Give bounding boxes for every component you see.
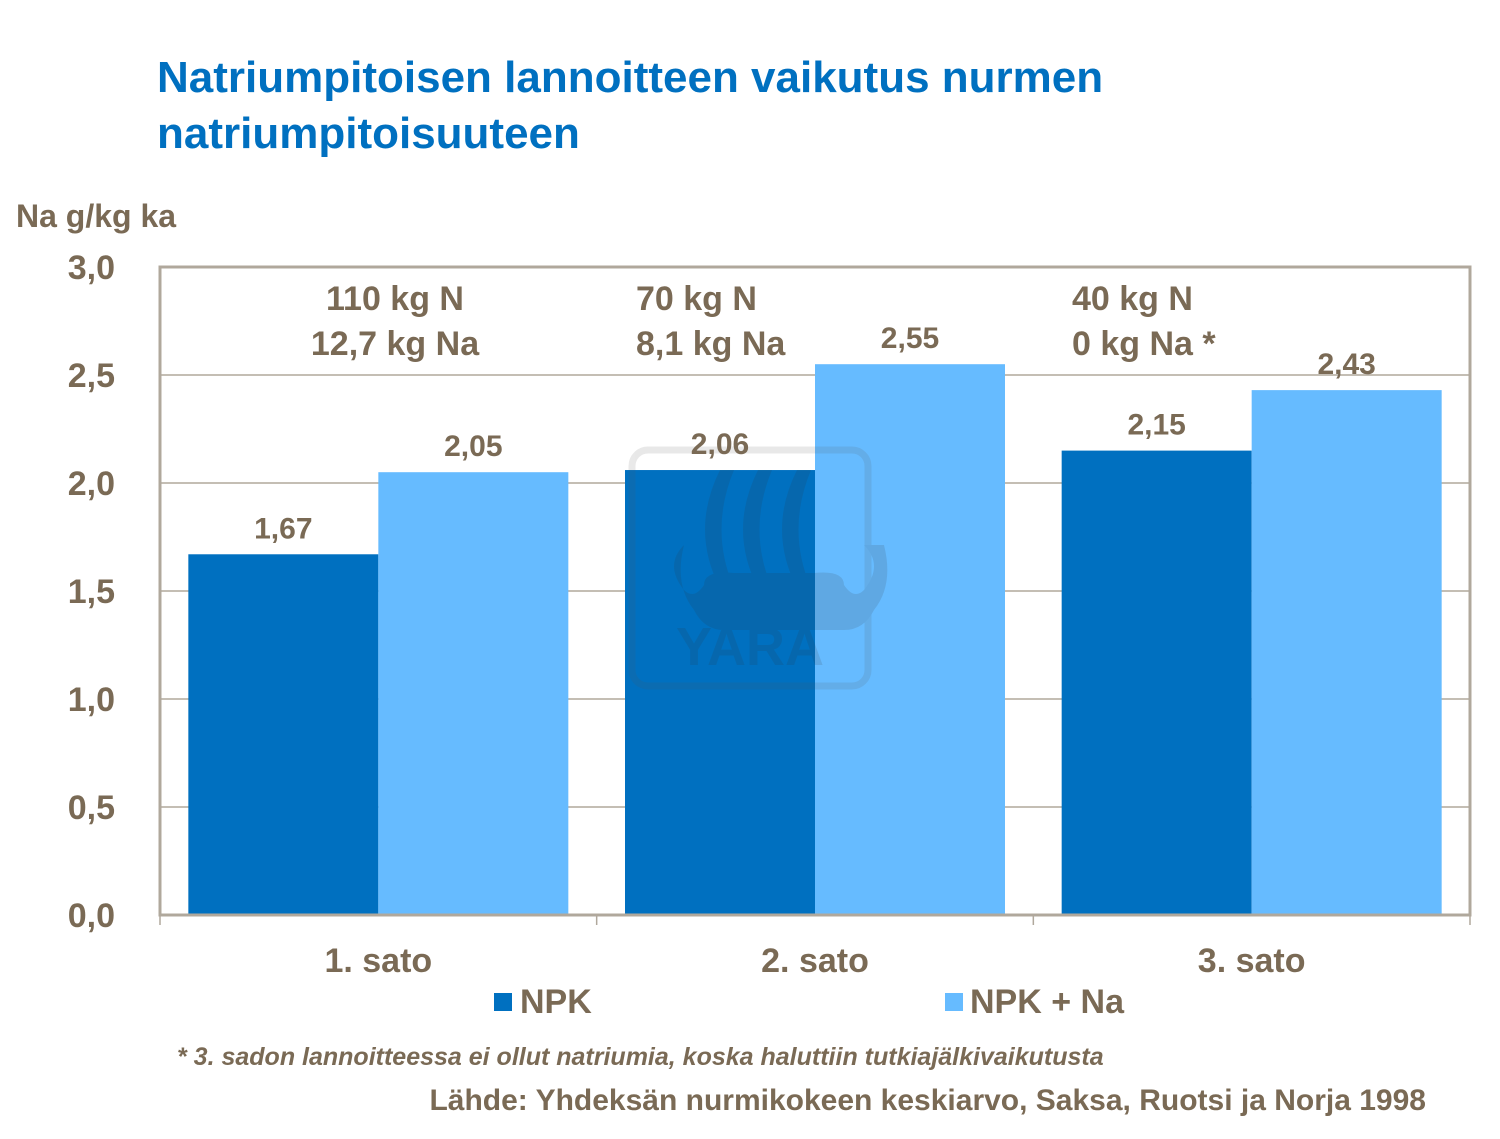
- bar-npk: [1061, 450, 1252, 915]
- x-axis: 1. sato 2. sato 3. sato: [159, 915, 1471, 980]
- y-tick-label: 0,0: [68, 897, 115, 935]
- watermark-text: YARA: [676, 617, 824, 677]
- annotation-text: 70 kg N: [636, 280, 757, 318]
- x-tick-label: 2. sato: [761, 942, 869, 980]
- legend: NPK NPK + Na: [494, 983, 1125, 1021]
- plot-area-border: [158, 265, 1472, 917]
- legend-swatch-npk: [494, 993, 512, 1011]
- annotation-text: 12,7 kg Na: [311, 325, 480, 363]
- y-tick-label: 2,0: [68, 465, 115, 503]
- annotation-text: 0 kg Na *: [1072, 325, 1216, 363]
- source-note: Lähde: Yhdeksän nurmikokeen keskiarvo, S…: [429, 1084, 1426, 1117]
- bar-npk-na: [1251, 390, 1442, 915]
- data-label: 2,05: [444, 430, 502, 463]
- annotation-1: 110 kg N 12,7 kg Na: [311, 280, 480, 363]
- data-label: 2,15: [1127, 409, 1185, 442]
- footnote: * 3. sadon lannoitteessa ei ollut natriu…: [177, 1043, 1104, 1071]
- bar-npk-na: [815, 364, 1005, 915]
- data-label: 2,43: [1317, 348, 1375, 381]
- bar-npk: [625, 470, 815, 915]
- x-tick-label: 3. sato: [1198, 942, 1306, 980]
- chart-title-line-2: natriumpitoisuuteen: [157, 109, 580, 158]
- y-tick-label: 2,5: [68, 357, 115, 395]
- y-tick-label: 0,5: [68, 789, 115, 827]
- yara-logo-watermark: YARA: [628, 446, 888, 690]
- annotation-text: 40 kg N: [1072, 280, 1193, 318]
- legend-swatch-npk-na: [945, 993, 963, 1011]
- y-tick-label: 3,0: [68, 249, 115, 287]
- data-label: 2,55: [881, 322, 939, 355]
- x-tick-label: 1. sato: [324, 942, 432, 980]
- data-label: 1,67: [254, 512, 312, 545]
- y-tick-label: 1,5: [68, 573, 115, 611]
- annotation-3: 40 kg N 0 kg Na *: [1072, 280, 1216, 363]
- data-label: 2,06: [691, 428, 749, 461]
- y-axis-ticks: 0,0 0,5 1,0 1,5 2,0 2,5 3,0: [68, 249, 115, 935]
- y-tick-label: 1,0: [68, 681, 115, 719]
- chart-title-line-1: Natriumpitoisen lannoitteen vaikutus nur…: [157, 53, 1103, 102]
- annotation-2: 70 kg N 8,1 kg Na: [636, 280, 786, 363]
- annotation-text: 110 kg N: [326, 280, 464, 318]
- bar-npk: [188, 554, 379, 915]
- bars: [188, 364, 1442, 915]
- legend-label-npk-na: NPK + Na: [970, 983, 1125, 1021]
- annotation-text: 8,1 kg Na: [636, 325, 786, 363]
- bar-npk-na: [378, 472, 569, 915]
- legend-label-npk: NPK: [520, 983, 592, 1021]
- data-labels: 1,67 2,05 2,06 2,55 2,15 2,43: [254, 322, 1376, 545]
- y-axis-label: Na g/kg ka: [16, 198, 176, 234]
